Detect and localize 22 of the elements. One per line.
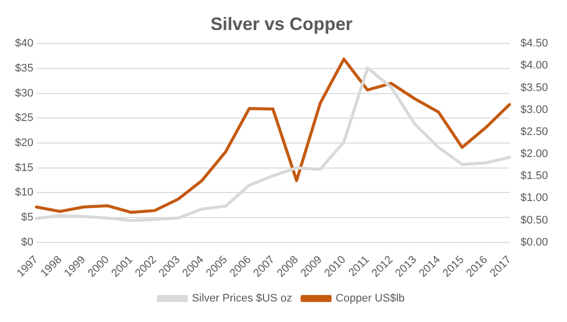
y-tick-label: $15 bbox=[14, 162, 34, 174]
y-tick-label: $35 bbox=[14, 62, 34, 74]
y2-tick-label: $2.50 bbox=[520, 126, 548, 138]
y-tick-label: $10 bbox=[14, 186, 34, 199]
y2-tick-label: $0.50 bbox=[520, 214, 548, 226]
chart-title: Silver vs Copper bbox=[210, 14, 353, 34]
y-tick-label: $25 bbox=[14, 112, 34, 124]
y-tick-label: $20 bbox=[14, 137, 34, 150]
y-tick-label: $40 bbox=[14, 38, 34, 50]
y2-tick-label: $1.00 bbox=[520, 192, 548, 204]
y2-tick-label: $3.50 bbox=[520, 82, 548, 94]
y2-tick-label: $3.00 bbox=[520, 104, 548, 116]
y2-tick-label: $4.00 bbox=[520, 60, 548, 72]
y2-tick-label: $0.00 bbox=[520, 236, 548, 248]
y-tick-label: $0 bbox=[21, 236, 34, 248]
legend-label: Copper US$lb bbox=[336, 292, 405, 305]
y-tick-label: $30 bbox=[14, 87, 34, 100]
y2-tick-label: $4.50 bbox=[520, 38, 548, 50]
y2-tick-label: $2.00 bbox=[520, 148, 548, 160]
y2-tick-label: $1.50 bbox=[520, 170, 548, 182]
y-tick-label: $5 bbox=[21, 212, 34, 224]
legend-label: Silver Prices $US oz bbox=[192, 292, 292, 305]
